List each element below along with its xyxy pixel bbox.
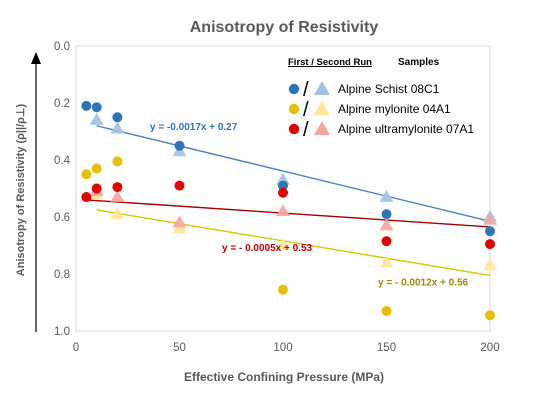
- legend-circle-icon: [288, 103, 300, 115]
- first-run-circle: [91, 183, 102, 194]
- first-run-circle: [91, 163, 102, 174]
- first-run-circle: [91, 102, 102, 113]
- x-tick-label: 150: [377, 342, 396, 354]
- legend-separator: /: [303, 79, 309, 101]
- first-run-circle: [81, 192, 92, 203]
- legend: First / Second Run Samples / Alpine Schis…: [288, 57, 474, 141]
- second-run-triangle: [110, 121, 125, 134]
- first-run-circle: [278, 284, 288, 295]
- plot-area: [75, 45, 491, 332]
- y-tick-label: 1.0: [54, 326, 70, 338]
- trendline: [96, 209, 491, 277]
- y-axis-label: Anisotropy of Resistivity (ρ||/ρ⊥): [15, 103, 27, 276]
- second-run-triangle: [110, 189, 125, 202]
- first-run-circle: [81, 169, 92, 180]
- chart-title: Anisotropy of Resistivity: [190, 19, 379, 36]
- second-run-triangle: [89, 112, 104, 125]
- second-run-triangle: [276, 238, 290, 251]
- first-run-circle: [174, 180, 185, 191]
- first-run-circle: [381, 306, 392, 317]
- trendline-equation: y = - 0.0005x + 0.53: [222, 243, 313, 254]
- y-tick-label: 0.4: [54, 155, 71, 167]
- legend-separator: /: [303, 99, 309, 121]
- trendline: [96, 125, 491, 222]
- second-run-triangle: [172, 215, 187, 228]
- legend-series-name: Alpine Schist 08C1: [338, 82, 440, 96]
- first-run-circle: [278, 180, 288, 191]
- x-tick-label: 100: [273, 342, 292, 354]
- first-run-circle: [112, 112, 123, 123]
- second-run-triangle: [483, 258, 497, 271]
- legend-circle-icon: [288, 123, 300, 135]
- first-run-circle: [381, 236, 392, 247]
- y-tick-label: 0.0: [54, 41, 70, 53]
- first-run-circle: [112, 156, 123, 167]
- x-axis-label: Effective Confining Pressure (MPa): [184, 370, 384, 384]
- x-tick-label: 0: [73, 342, 79, 354]
- first-run-circle: [81, 100, 92, 111]
- x-tick-label: 50: [173, 342, 186, 354]
- legend-separator: /: [303, 119, 309, 141]
- y-tick-label: 0.2: [54, 98, 70, 110]
- legend-header-runs: First / Second Run: [288, 57, 372, 68]
- plot-border: [75, 45, 491, 332]
- first-run-circle: [278, 187, 288, 198]
- first-run-circle: [381, 209, 392, 220]
- legend-circle-icon: [288, 83, 300, 95]
- first-run-circle: [485, 239, 495, 250]
- x-tick-label: 200: [480, 342, 499, 354]
- data-markers: [81, 100, 497, 321]
- y-tick-label: 0.6: [54, 212, 70, 224]
- second-run-triangle: [276, 172, 290, 185]
- y-tick-label: 0.8: [54, 269, 70, 281]
- second-run-triangle: [379, 255, 394, 268]
- first-run-circle: [112, 182, 123, 193]
- first-run-circle: [174, 140, 185, 151]
- legend-triangle-icon: [314, 81, 330, 95]
- trendline-equation: y = -0.0017x + 0.27: [150, 122, 238, 133]
- legend-series-name: Alpine mylonite 04A1: [338, 102, 451, 116]
- axis-ticks: 0 50 100 150 200 0.0 0.2 0.4 0.6 0.8 1.0: [54, 41, 500, 354]
- second-run-triangle: [379, 218, 394, 231]
- legend-triangle-icon: [314, 121, 330, 135]
- trendline-equations: y = -0.0017x + 0.27 y = - 0.0012x + 0.56 y…: [150, 122, 469, 288]
- y-axis-arrow: [31, 52, 41, 332]
- second-run-triangle: [276, 204, 290, 217]
- second-run-triangle: [483, 212, 497, 225]
- second-run-triangle: [110, 206, 125, 219]
- second-run-triangle: [379, 189, 394, 202]
- first-run-circle: [485, 310, 495, 321]
- legend-series-name: Alpine ultramylonite 07A1: [338, 122, 474, 136]
- legend-triangle-icon: [314, 101, 330, 115]
- first-run-circle: [485, 226, 495, 237]
- arrow-head-icon: [31, 52, 41, 64]
- legend-header-samples: Samples: [398, 57, 440, 68]
- trendline-equation: y = - 0.0012x + 0.56: [378, 277, 469, 288]
